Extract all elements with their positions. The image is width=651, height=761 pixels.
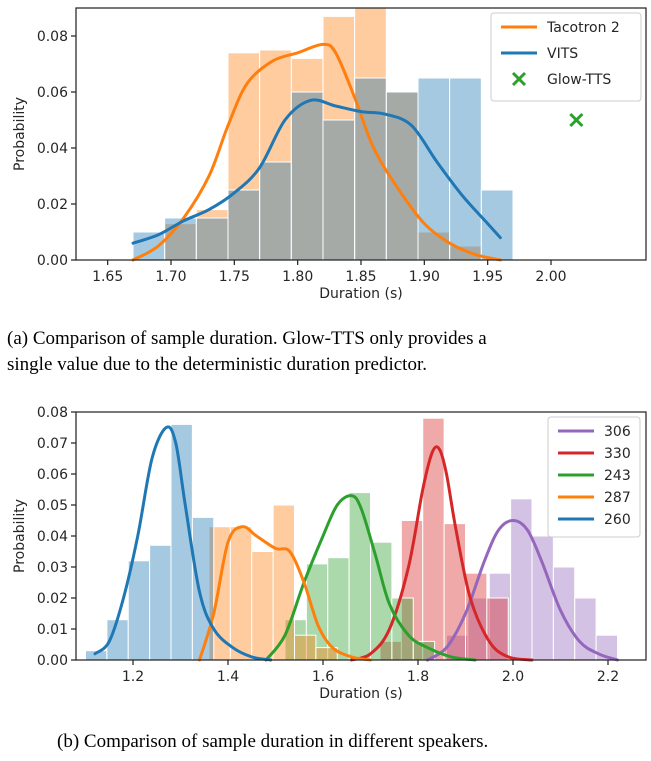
- chart-a-y-ticks: 0.00 0.02 0.04 0.06 0.08: [37, 29, 76, 269]
- b-x-tick-label-0: 1.2: [122, 669, 144, 685]
- b-bar-260-3: [149, 544, 172, 661]
- b-bar-330-3: [443, 523, 466, 661]
- chart-b-legend: 306 330 243 287 260: [547, 416, 641, 538]
- a-legend-label-tacotron-2: Tacotron 2: [546, 20, 620, 36]
- a-kde-line-tacotron-2: [131, 42, 502, 262]
- a-x-tick-label-2: 1.75: [219, 269, 250, 285]
- b-y-tick-label-4: 0.04: [37, 529, 68, 545]
- a-y-tick-label-4: 0.08: [37, 29, 68, 45]
- chart-a: 1.65 1.70 1.75 1.80 1.85 1.90 1.95 2.00 0.000.0…: [12, 7, 647, 302]
- a-bar-vits-7: [354, 77, 387, 261]
- b-bar-243-3: [348, 492, 371, 661]
- b-y-tick-label-6: 0.06: [37, 467, 68, 483]
- caption-a-line-1: (a) Comparison of sample duration. Glow-…: [7, 328, 487, 349]
- a-bar-vits-2: [195, 217, 229, 261]
- a-marker-glow-tts-0: [569, 112, 584, 128]
- b-bar-260-2: [127, 560, 151, 661]
- b-legend-label-260: 260: [604, 512, 631, 528]
- legend-marker-stroke-b: [511, 71, 527, 87]
- b-legend-label-330: 330: [604, 446, 631, 462]
- a-x-tick-label-1: 1.70: [155, 269, 186, 285]
- chart-b-y-ticks: 0.00 0.01 0.02 0.03 0.04 0.05 0.06 0.07 0.08: [37, 405, 76, 669]
- a-bar-vits-5: [290, 91, 324, 261]
- caption-a-line-2: single value due to the deterministic du…: [7, 354, 427, 375]
- a-x-tick-label-5: 1.90: [409, 269, 440, 285]
- b-kde-line-330: [350, 445, 534, 662]
- a-y-tick-label-0: 0.00: [37, 253, 68, 269]
- b-y-tick-label-8: 0.08: [37, 405, 68, 421]
- b-y-tick-label-5: 0.05: [37, 498, 68, 514]
- b-bar-260-4: [170, 423, 193, 661]
- marker-stroke-b: [569, 112, 584, 128]
- b-y-tick-label-1: 0.01: [37, 622, 68, 638]
- b-x-tick-label-1: 1.4: [217, 669, 239, 685]
- chart-b-x-axis-label: Duration (s): [319, 686, 402, 702]
- b-bar-287-1: [229, 526, 253, 661]
- b-legend-label-306: 306: [604, 424, 631, 440]
- a-legend-label-vits: VITS: [547, 46, 578, 62]
- chart-a-y-axis-label: Probability: [12, 97, 28, 171]
- b-y-tick-label-0: 0.00: [37, 653, 68, 669]
- chart-b-y-axis-label: Probability: [12, 499, 28, 573]
- a-y-tick-label-3: 0.06: [37, 85, 68, 101]
- a-y-tick-label-2: 0.04: [37, 141, 68, 157]
- chart-b-x-ticks: 1.2 1.4 1.6 1.8 2.0 2.2: [122, 660, 619, 685]
- a-bar-vits-10: [449, 77, 482, 261]
- a-legend-label-glow-tts: Glow-TTS: [547, 72, 611, 88]
- a-legend-swatch-glow-tts: [511, 71, 527, 87]
- a-x-tick-label-0: 1.65: [92, 269, 123, 285]
- a-bar-vits-6: [322, 119, 356, 261]
- a-x-tick-label-6: 1.95: [472, 269, 503, 285]
- chart-a-kde-lines: [131, 42, 502, 262]
- b-y-tick-label-3: 0.03: [37, 560, 68, 576]
- b-kde-line-287: [198, 525, 372, 662]
- b-bar-287-4: [294, 634, 317, 661]
- b-x-tick-label-4: 2.0: [502, 669, 524, 685]
- a-legend-box: [490, 12, 642, 102]
- b-x-tick-label-2: 1.6: [312, 669, 334, 685]
- a-bar-vits-3: [227, 189, 261, 261]
- chart-b-kde-lines: [93, 425, 619, 662]
- a-x-tick-label-7: 2.00: [535, 269, 566, 285]
- chart-b: 1.2 1.4 1.6 1.8 2.0 2.2 0.000.010.020.030.040…: [12, 405, 647, 702]
- a-bar-vits-4: [259, 161, 292, 261]
- chart-b-bars: [85, 417, 618, 661]
- caption-b: (b) Comparison of sample duration in dif…: [57, 731, 488, 752]
- b-x-tick-label-3: 1.8: [407, 669, 429, 685]
- b-y-tick-label-2: 0.02: [37, 591, 68, 607]
- b-kde-line-260: [93, 425, 273, 662]
- a-bar-vits-9: [417, 77, 451, 261]
- b-bar-287-2: [251, 551, 274, 661]
- b-legend-label-243: 243: [604, 468, 631, 484]
- a-y-tick-label-1: 0.02: [37, 197, 68, 213]
- b-legend-label-287: 287: [604, 490, 631, 506]
- a-x-tick-label-3: 1.80: [282, 269, 313, 285]
- chart-a-x-ticks: 1.65 1.70 1.75 1.80 1.85 1.90 1.95 2.00: [92, 260, 567, 285]
- chart-a-legend: Tacotron 2 VITS Glow-TTS: [490, 12, 642, 102]
- a-x-tick-label-4: 1.85: [345, 269, 376, 285]
- b-bar-260-5: [191, 516, 215, 661]
- b-kde-line-306: [426, 518, 619, 662]
- b-bar-306-5: [552, 566, 576, 661]
- b-x-tick-label-5: 2.2: [597, 669, 619, 685]
- chart-a-markers: [569, 112, 584, 128]
- b-y-tick-label-7: 0.07: [37, 436, 68, 452]
- a-kde-line-vits: [131, 98, 502, 245]
- b-bar-306-4: [531, 535, 554, 661]
- b-legend-box: [547, 416, 641, 538]
- chart-a-x-axis-label: Duration (s): [319, 286, 402, 302]
- a-bar-vits-11: [480, 189, 514, 261]
